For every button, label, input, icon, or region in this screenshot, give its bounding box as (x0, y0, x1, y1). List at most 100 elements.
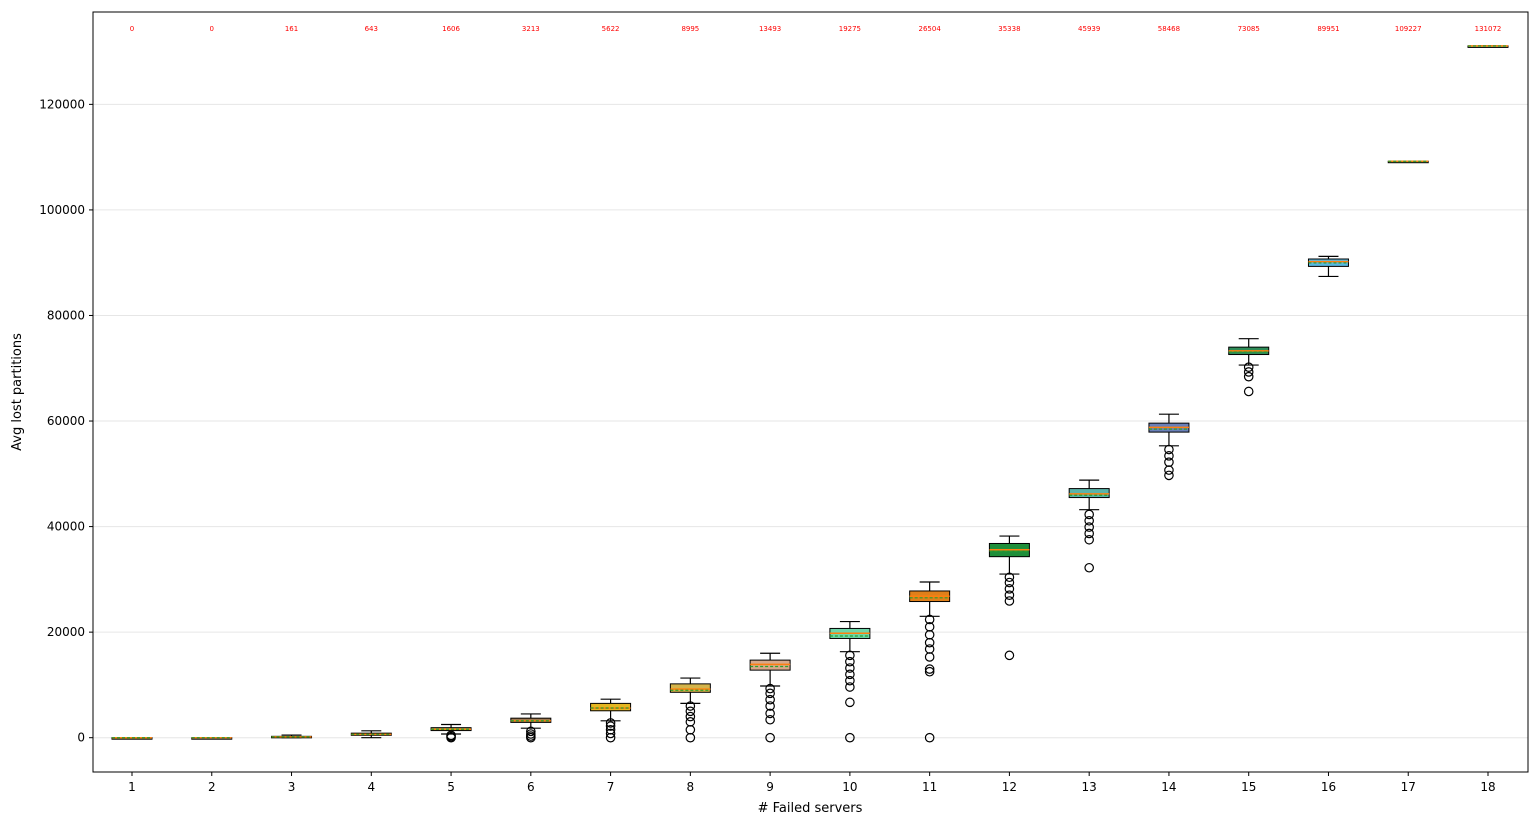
x-tick-label: 5 (447, 780, 455, 794)
outlier-point (1164, 465, 1174, 475)
outlier-point (605, 728, 616, 739)
outlier-point (1243, 371, 1254, 382)
x-tick-label: 4 (367, 780, 375, 794)
x-tick-label: 11 (922, 780, 937, 794)
top-value-labels: 0 0 161 643 1606 3213 5622 8995 13493 19275 26504 3… (130, 25, 1502, 33)
y-tick-label: 80000 (47, 308, 85, 322)
outlier-point (1004, 577, 1015, 588)
x-tick-label: 10 (842, 780, 857, 794)
x-tick-label: 1 (128, 780, 136, 794)
outlier-point (845, 682, 855, 692)
outlier-point (1004, 572, 1015, 583)
box-group (988, 535, 1030, 661)
y-tick-label: 0 (77, 731, 85, 745)
outlier-point (1243, 367, 1254, 377)
outlier-point (1084, 515, 1094, 526)
x-tick-label: 7 (607, 780, 615, 794)
box-group (1467, 45, 1509, 48)
box-layer (111, 45, 1509, 743)
outlier-point (924, 732, 935, 743)
outlier-point (1084, 509, 1094, 520)
outlier-point (1164, 451, 1174, 461)
top-value-label: 19275 (839, 25, 861, 33)
plot-frame (92, 11, 1529, 773)
y-axis-label: Avg lost partitions (10, 333, 25, 451)
x-tick-label: 17 (1401, 780, 1416, 794)
x-tick-label: 9 (766, 780, 774, 794)
outlier-point (1164, 444, 1174, 455)
outlier-point (1004, 584, 1015, 594)
outlier-point (765, 732, 775, 743)
y-tick-label: 40000 (47, 520, 85, 534)
outlier-point (845, 656, 855, 667)
x-tick-label: 18 (1480, 780, 1495, 794)
outlier-point (685, 706, 696, 717)
outlier-point (526, 729, 536, 739)
outlier-point (765, 683, 775, 694)
outlier-point (845, 669, 855, 680)
y-tick-label: 100000 (39, 203, 85, 217)
x-tick-label: 13 (1082, 780, 1097, 794)
box-group (669, 677, 711, 743)
y-tick-label: 120000 (39, 97, 85, 111)
box-group (111, 736, 153, 740)
outlier-point (924, 664, 935, 674)
outlier-point (765, 708, 775, 719)
outlier-point (685, 711, 696, 722)
box-group (1148, 413, 1190, 481)
top-value-label: 643 (365, 25, 378, 33)
outlier-point (1164, 470, 1174, 481)
x-tick-label: 15 (1241, 780, 1256, 794)
top-value-label: 13493 (759, 25, 781, 33)
box-body (749, 659, 791, 671)
outlier-point (765, 714, 775, 725)
outlier-point (924, 614, 935, 625)
top-value-label: 0 (130, 25, 134, 33)
outlier-point (685, 717, 696, 727)
outlier-point (1084, 562, 1094, 573)
top-value-label: 131072 (1475, 25, 1502, 33)
outlier-point (924, 666, 935, 677)
box-group (271, 734, 313, 739)
outlier-point (845, 697, 855, 708)
top-value-label: 73085 (1238, 25, 1260, 33)
outlier-point (1004, 590, 1015, 600)
outlier-point (1084, 528, 1094, 539)
outlier-point (1243, 362, 1254, 372)
outlier-point (924, 622, 935, 632)
top-value-label: 35338 (998, 25, 1020, 33)
x-tick-label: 2 (208, 780, 216, 794)
y-tick-label: 20000 (47, 625, 85, 639)
box-group (1307, 255, 1349, 278)
outlier-point (1164, 457, 1174, 467)
outlier-point (605, 721, 616, 731)
box-group (829, 620, 871, 743)
top-value-label: 89951 (1317, 25, 1339, 33)
x-tick-label: 3 (288, 780, 296, 794)
outlier-point (845, 650, 855, 661)
box-group (350, 730, 392, 739)
outlier-point (1004, 650, 1015, 661)
outlier-point (924, 637, 935, 648)
x-tick-label: 12 (1002, 780, 1017, 794)
x-tick-label: 16 (1321, 780, 1336, 794)
outlier-point (845, 675, 855, 686)
top-value-label: 26504 (919, 25, 942, 33)
x-tick-label: 14 (1161, 780, 1176, 794)
box-group (909, 581, 951, 743)
box-body (669, 683, 711, 693)
outlier-point (765, 694, 775, 705)
top-value-label: 161 (285, 25, 298, 33)
outlier-point (924, 644, 935, 654)
top-value-label: 8995 (681, 25, 699, 33)
top-value-label: 0 (210, 25, 214, 33)
outlier-point (924, 652, 935, 662)
outlier-point (1084, 534, 1094, 545)
outlier-point (765, 701, 775, 711)
outlier-point (765, 688, 775, 699)
grid-layer (93, 103, 1528, 739)
x-tick-label: 6 (527, 780, 535, 794)
top-value-label: 3213 (522, 25, 540, 33)
